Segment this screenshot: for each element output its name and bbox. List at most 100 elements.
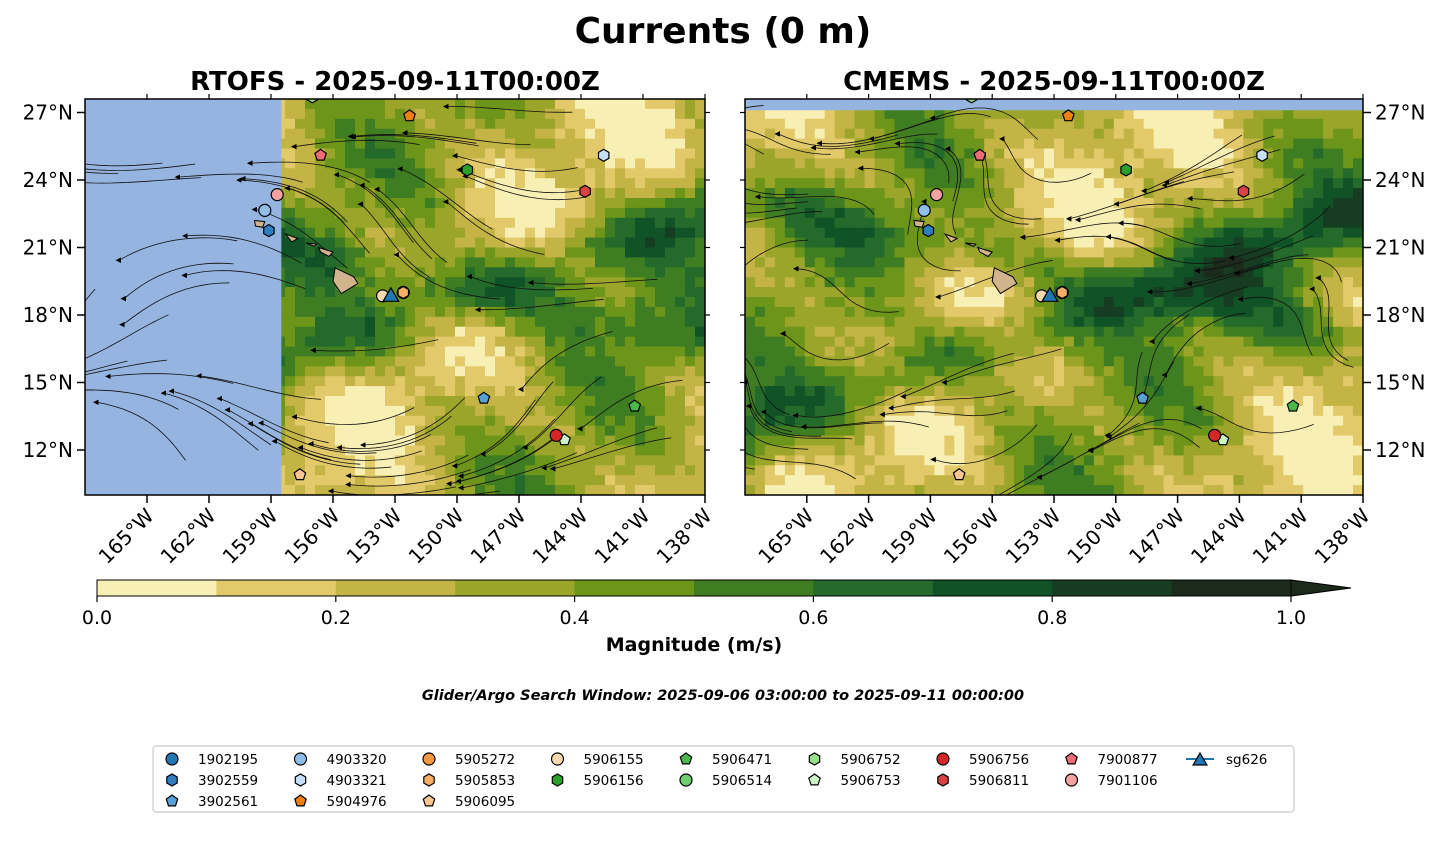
magnitude-cell — [665, 316, 676, 328]
magnitude-cell — [894, 267, 906, 278]
magnitude-cell — [485, 405, 496, 417]
magnitude-cell — [535, 178, 546, 189]
magnitude-cell — [794, 277, 806, 288]
magnitude-cell — [1073, 148, 1085, 159]
magnitude-cell — [1173, 425, 1185, 437]
magnitude-cell — [1293, 158, 1304, 169]
magnitude-cell — [1223, 445, 1235, 456]
magnitude-cell — [515, 415, 526, 427]
magnitude-cell — [1004, 425, 1015, 437]
magnitude-cell — [665, 118, 676, 130]
magnitude-cell — [545, 138, 556, 150]
magnitude-cell — [525, 198, 536, 209]
magnitude-cell — [1293, 168, 1304, 179]
magnitude-cell — [1193, 108, 1205, 120]
magnitude-cell — [884, 405, 896, 417]
magnitude-cell — [1223, 277, 1235, 288]
magnitude-cell — [295, 267, 306, 278]
magnitude-cell — [1293, 188, 1304, 199]
magnitude-cell — [495, 158, 506, 169]
magnitude-cell — [425, 198, 436, 209]
magnitude-cell — [475, 217, 486, 229]
magnitude-cell — [1223, 306, 1235, 318]
magnitude-cell — [625, 217, 636, 229]
magnitude-cell — [335, 247, 346, 258]
magnitude-cell — [665, 425, 676, 437]
magnitude-cell — [864, 158, 876, 169]
magnitude-cell — [874, 168, 886, 179]
magnitude-cell — [345, 376, 356, 387]
magnitude-cell — [794, 227, 806, 239]
magnitude-cell — [934, 396, 945, 407]
magnitude-cell — [675, 277, 686, 288]
magnitude-cell — [1113, 257, 1125, 268]
magnitude-cell — [575, 267, 586, 278]
magnitude-cell — [1034, 277, 1045, 288]
magnitude-cell — [635, 346, 646, 357]
magnitude-cell — [445, 158, 456, 169]
magnitude-cell — [844, 346, 856, 357]
magnitude-cell — [1233, 366, 1244, 377]
magnitude-cell — [1073, 247, 1085, 258]
magnitude-cell — [1143, 118, 1155, 130]
magnitude-cell — [1133, 435, 1145, 447]
magnitude-cell — [1163, 217, 1175, 229]
magnitude-cell — [1243, 227, 1254, 239]
magnitude-cell — [665, 346, 676, 357]
magnitude-cell — [555, 455, 566, 466]
magnitude-cell — [1103, 257, 1115, 268]
magnitude-cell — [794, 425, 806, 437]
magnitude-cell — [605, 336, 616, 348]
magnitude-cell — [675, 435, 686, 447]
magnitude-cell — [834, 356, 846, 367]
magnitude-cell — [1083, 475, 1095, 486]
magnitude-cell — [1303, 376, 1314, 387]
magnitude-cell — [1073, 366, 1085, 377]
magnitude-cell — [455, 148, 466, 159]
magnitude-cell — [894, 247, 906, 258]
magnitude-cell — [335, 396, 346, 407]
magnitude-cell — [1203, 267, 1215, 278]
magnitude-cell — [974, 485, 985, 495]
magnitude-cell — [934, 108, 945, 120]
streamline — [172, 390, 272, 446]
magnitude-cell — [375, 138, 386, 150]
magnitude-cell — [1113, 316, 1125, 328]
magnitude-cell — [355, 316, 366, 328]
magnitude-cell — [804, 287, 816, 298]
magnitude-cell — [755, 207, 766, 219]
magnitude-cell — [844, 148, 856, 159]
magnitude-cell — [355, 326, 366, 338]
magnitude-cell — [345, 207, 356, 219]
magnitude-cell — [934, 415, 945, 427]
magnitude-cell — [365, 485, 376, 495]
magnitude-cell — [1143, 158, 1155, 169]
magnitude-cell — [605, 346, 616, 357]
magnitude-cell — [1093, 376, 1105, 387]
magnitude-cell — [994, 415, 1005, 427]
x-tick-label: 165°W — [94, 503, 159, 568]
magnitude-cell — [774, 485, 786, 495]
magnitude-cell — [755, 257, 766, 268]
magnitude-cell — [1133, 178, 1145, 189]
magnitude-cell — [305, 415, 316, 427]
magnitude-cell — [1014, 188, 1025, 199]
magnitude-cell — [415, 376, 426, 387]
magnitude-cell — [595, 485, 606, 495]
magnitude-cell — [1103, 128, 1115, 140]
magnitude-cell — [375, 425, 386, 437]
magnitude-cell — [595, 386, 606, 397]
magnitude-cell — [1223, 178, 1235, 189]
magnitude-cell — [485, 465, 496, 476]
magnitude-cell — [1163, 227, 1175, 239]
magnitude-cell — [415, 445, 426, 456]
magnitude-cell — [1064, 118, 1075, 130]
magnitude-cell — [1303, 405, 1314, 417]
magnitude-cell — [465, 237, 476, 249]
magnitude-cell — [924, 485, 935, 495]
magnitude-cell — [295, 178, 306, 189]
magnitude-cell — [1223, 485, 1235, 495]
magnitude-cell — [784, 217, 796, 229]
magnitude-cell — [515, 465, 526, 476]
magnitude-cell — [575, 366, 586, 377]
